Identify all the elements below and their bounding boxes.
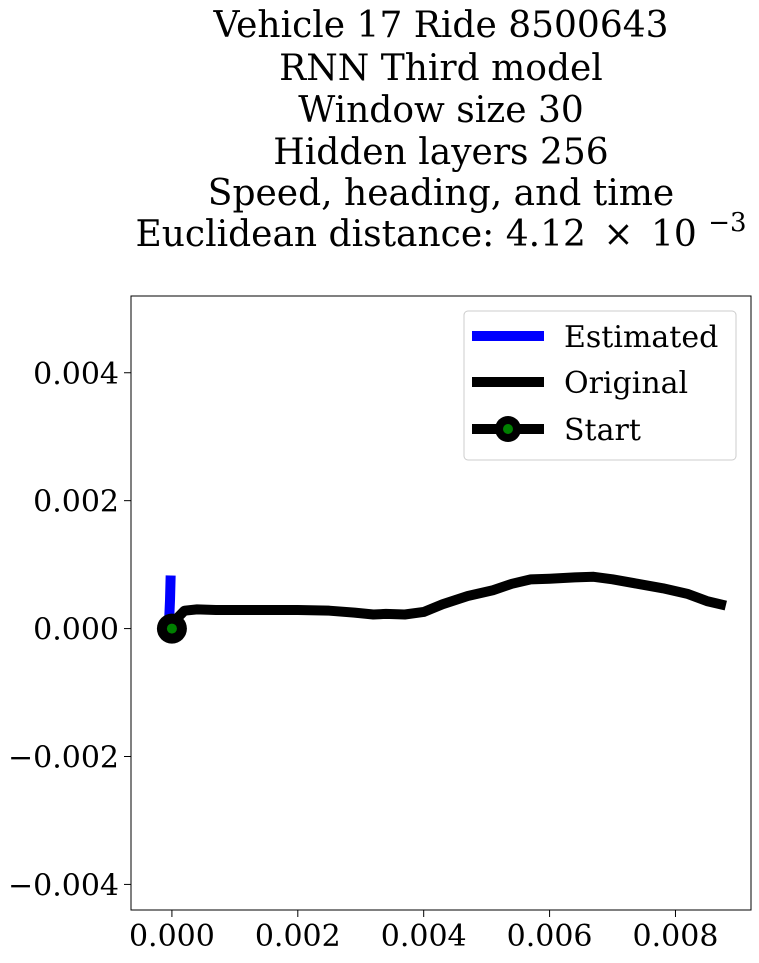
legend-start-marker-center: [503, 424, 513, 434]
title-times-sign: ×: [603, 214, 633, 255]
y-tick-label: 0.000: [33, 613, 119, 648]
title-line-2: RNN Third model: [279, 48, 603, 89]
legend-start-label: Start: [564, 413, 641, 448]
title-line-3: Window size 30: [298, 90, 584, 131]
y-tick-label: 0.004: [33, 357, 119, 392]
title-line-5: Speed, heading, and time: [208, 173, 674, 214]
x-tick-label: 0.006: [507, 919, 593, 954]
x-tick-label: 0.004: [381, 919, 467, 954]
x-tick-label: 0.000: [129, 919, 215, 954]
start-marker-center: [166, 623, 177, 634]
title-exponent: −3: [708, 208, 746, 238]
chart-title: Vehicle 17 Ride 8500643 RNN Third model …: [135, 5, 746, 255]
x-tick-label: 0.002: [255, 919, 341, 954]
title-line-1: Vehicle 17 Ride 8500643: [212, 5, 668, 46]
title-line-4: Hidden layers 256: [273, 132, 608, 173]
series-original-line: [167, 571, 727, 631]
plot-content: [156, 571, 727, 644]
axes: 0.000 0.002 0.004 0.006 0.008 0.004 0.002 0.000…: [8, 357, 718, 954]
y-tick-label: 0.002: [33, 485, 119, 520]
y-tick-label: −0.004: [8, 868, 119, 903]
title-exponent-base: 10: [651, 214, 697, 255]
legend-estimated-label: Estimated: [564, 320, 718, 355]
y-tick-label: −0.002: [8, 741, 119, 776]
title-distance-prefix: Euclidean distance: 4.12: [135, 214, 585, 255]
legend: Estimated Original Start: [463, 310, 737, 461]
legend-box: [463, 310, 737, 461]
legend-original-label: Original: [564, 366, 688, 401]
x-tick-label: 0.008: [633, 919, 719, 954]
title-line-6: Euclidean distance: 4.12 × 10 −3: [135, 208, 746, 255]
